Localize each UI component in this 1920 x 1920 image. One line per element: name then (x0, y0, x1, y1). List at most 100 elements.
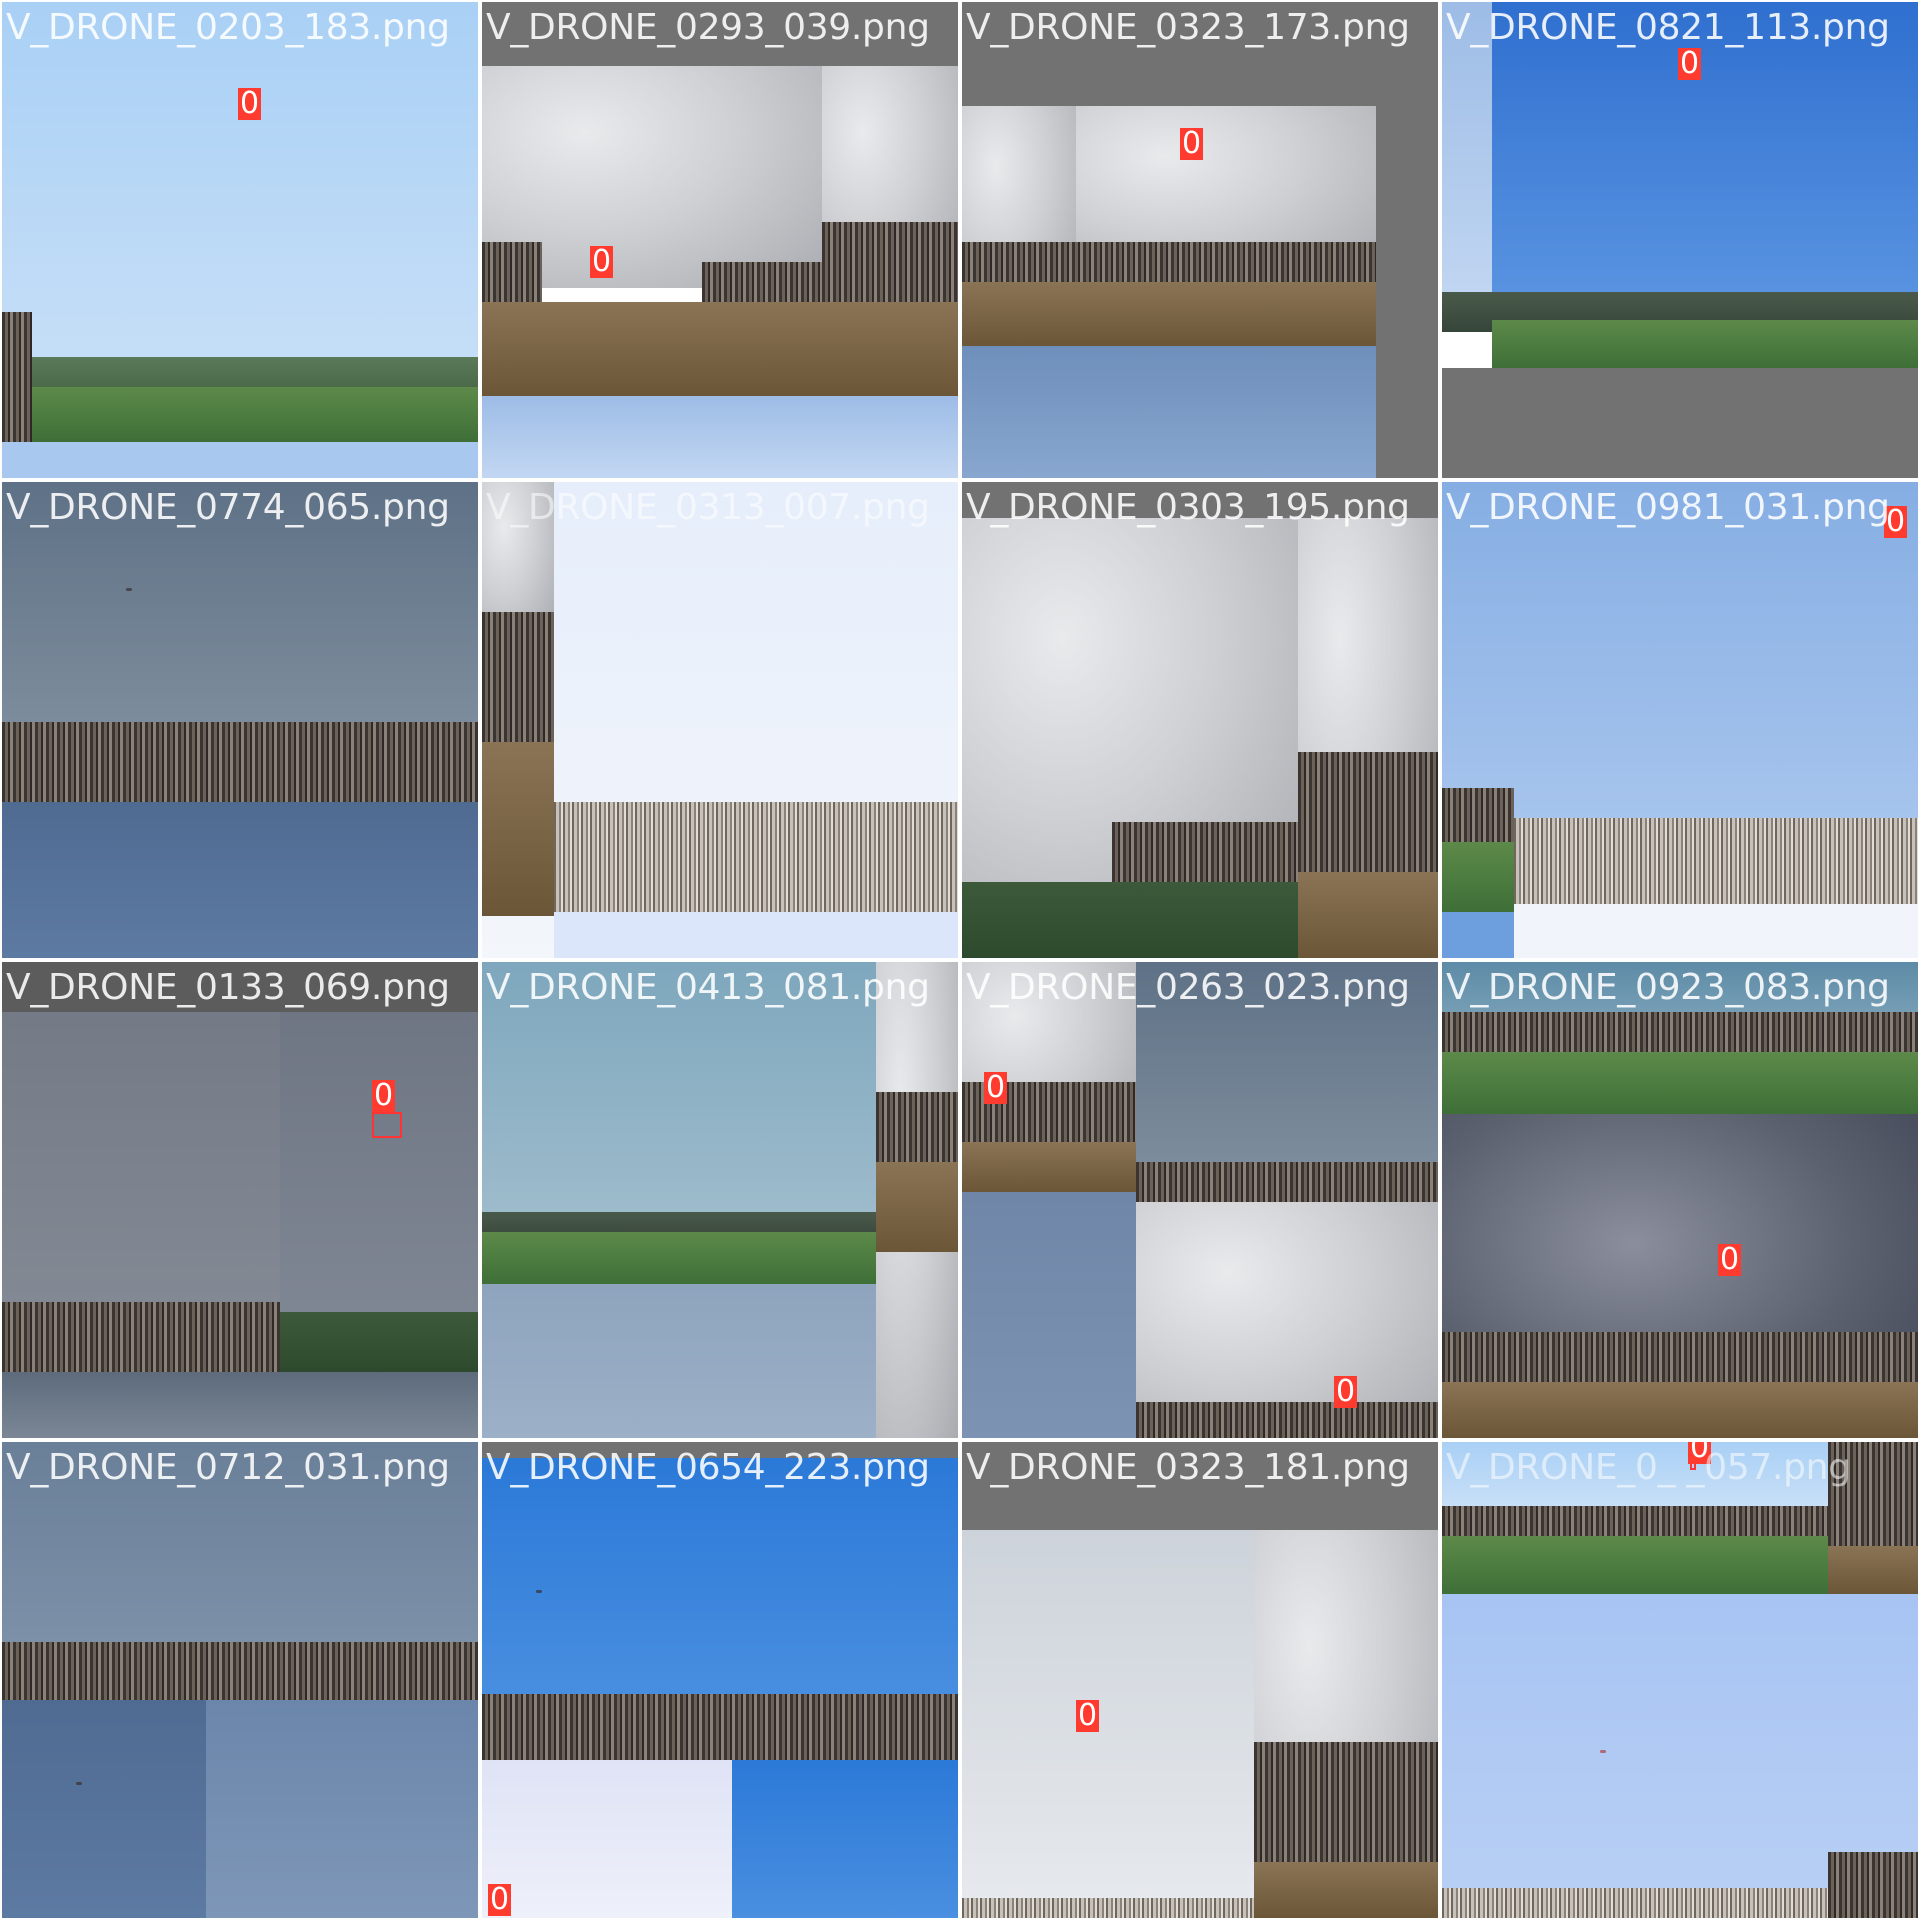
tile-filename: V_DRONE_0712_031.png (6, 1447, 450, 1488)
sky-strip (962, 1192, 1136, 1438)
tile-filename: V_DRONE_0923_083.png (1446, 967, 1890, 1008)
mosaic-tile: V_DRONE_0712_031.png (2, 1442, 478, 1918)
detection-label: 0 (1718, 1242, 1742, 1277)
tile-filename: V_DRONE_0413_081.png (486, 967, 930, 1008)
field-strip (482, 302, 958, 396)
treeline (1514, 818, 1918, 904)
sky-strip (482, 1284, 876, 1438)
detection-label: 0 (238, 86, 262, 121)
tile-filename: V_DRONE_0323_173.png (966, 7, 1410, 48)
treeline (962, 242, 1376, 282)
tile-filename: V_DRONE_0981_031.png (1446, 487, 1890, 528)
treeline (1828, 1442, 1918, 1546)
detection-label: 0 (1688, 1442, 1712, 1464)
mosaic-tile: 0 V_DRONE_0293_039.png (482, 2, 958, 478)
field-strip (962, 282, 1376, 346)
cloud-image (482, 482, 554, 632)
treeline (554, 802, 958, 912)
treeline (822, 222, 958, 312)
field-strip (1254, 1862, 1438, 1918)
mosaic-tile: 0 V_DRONE_0821_113.png (1442, 2, 1918, 478)
tile-filename: V_DRONE_0313_007.png (486, 487, 930, 528)
tile-filename: V_DRONE_0821_113.png (1446, 7, 1890, 48)
tile-filename: V_DRONE_0293_039.png (486, 7, 930, 48)
treeline (2, 1302, 280, 1372)
treeline (1136, 1162, 1438, 1202)
sky-strip (732, 1760, 958, 1918)
treeline (2, 722, 478, 802)
treeline (482, 242, 542, 302)
detection-label: 0 (372, 1078, 396, 1113)
tile-filename: V_DRONE_0263_023.png (966, 967, 1410, 1008)
detection-label: 0 (1180, 126, 1204, 161)
drone-speck (536, 1590, 542, 1593)
treeline (962, 1898, 1254, 1918)
sky-strip (1442, 912, 1514, 958)
hill-strip (2, 357, 478, 387)
treeline (482, 1694, 958, 1760)
detection-box (372, 1112, 402, 1138)
sky-strip (1514, 904, 1918, 958)
mosaic-tile: 0 V_DRONE_0_ _057.png (1442, 1442, 1918, 1918)
field-strip (1298, 872, 1438, 958)
mosaic-tile: V_DRONE_0303_195.png (962, 482, 1438, 958)
tile-filename: V_DRONE_0654_223.png (486, 1447, 930, 1488)
cloud-image (1136, 1202, 1438, 1438)
detection-label: 0 (1884, 504, 1908, 539)
mosaic-tile: V_DRONE_0774_065.png (2, 482, 478, 958)
sky-image (962, 1530, 1254, 1918)
mosaic-tile: 0 V_DRONE_0923_083.png (1442, 962, 1918, 1438)
detection-label: 0 (984, 1070, 1008, 1105)
mosaic-tile: V_DRONE_0313_007.png (482, 482, 958, 958)
tile-filename: V_DRONE_0_ _057.png (1446, 1447, 1851, 1488)
padding-strip (2, 962, 478, 1012)
mosaic-tile: 0 V_DRONE_0203_183.png (2, 2, 478, 478)
treeline (1298, 752, 1438, 872)
detection-label: 0 (1678, 46, 1702, 81)
padding-strip (1442, 368, 1918, 478)
sky-image (1136, 962, 1438, 1162)
mosaic-tile: 0 V_DRONE_0323_173.png (962, 2, 1438, 478)
field-strip (2, 387, 478, 442)
sky-strip (280, 1012, 478, 1312)
tile-filename: V_DRONE_0203_183.png (6, 7, 450, 48)
tile-filename: V_DRONE_0774_065.png (6, 487, 450, 528)
detection-label: 0 (1334, 1374, 1358, 1409)
mosaic-tile: 0 V_DRONE_0323_181.png (962, 1442, 1438, 1918)
drone-speck (76, 1782, 82, 1785)
drone-speck (126, 588, 132, 591)
treeline (1136, 1402, 1438, 1438)
sky-image (2, 482, 478, 722)
sky-strip (482, 396, 958, 478)
mosaic-tile: 0 V_DRONE_0133_069.png (2, 962, 478, 1438)
treeline (1442, 1012, 1918, 1052)
field-strip (482, 742, 554, 916)
sky-strip (2, 442, 478, 478)
detection-label: 0 (590, 244, 614, 279)
field-strip (1442, 842, 1514, 912)
field-strip (482, 1232, 876, 1284)
field-strip (962, 882, 1298, 958)
mosaic-tile: 0 V_DRONE_0654_223.png (482, 1442, 958, 1918)
treeline (1828, 1852, 1918, 1918)
mosaic-tile: V_DRONE_0413_081.png (482, 962, 958, 1438)
field-strip (1442, 1536, 1828, 1594)
field-strip (1442, 1052, 1918, 1114)
padding-strip (482, 1442, 958, 1458)
drone-speck (1600, 1750, 1606, 1753)
field-strip (1492, 320, 1918, 368)
detection-label: 0 (1076, 1698, 1100, 1733)
detection-label: 0 (488, 1882, 512, 1917)
sky-strip (962, 346, 1376, 478)
treeline (2, 312, 32, 442)
treeline (2, 1642, 478, 1700)
tile-filename: V_DRONE_0303_195.png (966, 487, 1410, 528)
treeline (876, 1092, 958, 1162)
sky-strip (2, 802, 478, 958)
treeline (1442, 788, 1514, 848)
padding-strip (962, 1442, 1438, 1530)
tile-filename: V_DRONE_0133_069.png (6, 967, 450, 1008)
field-strip (1442, 1382, 1918, 1438)
padding-strip (482, 2, 958, 66)
